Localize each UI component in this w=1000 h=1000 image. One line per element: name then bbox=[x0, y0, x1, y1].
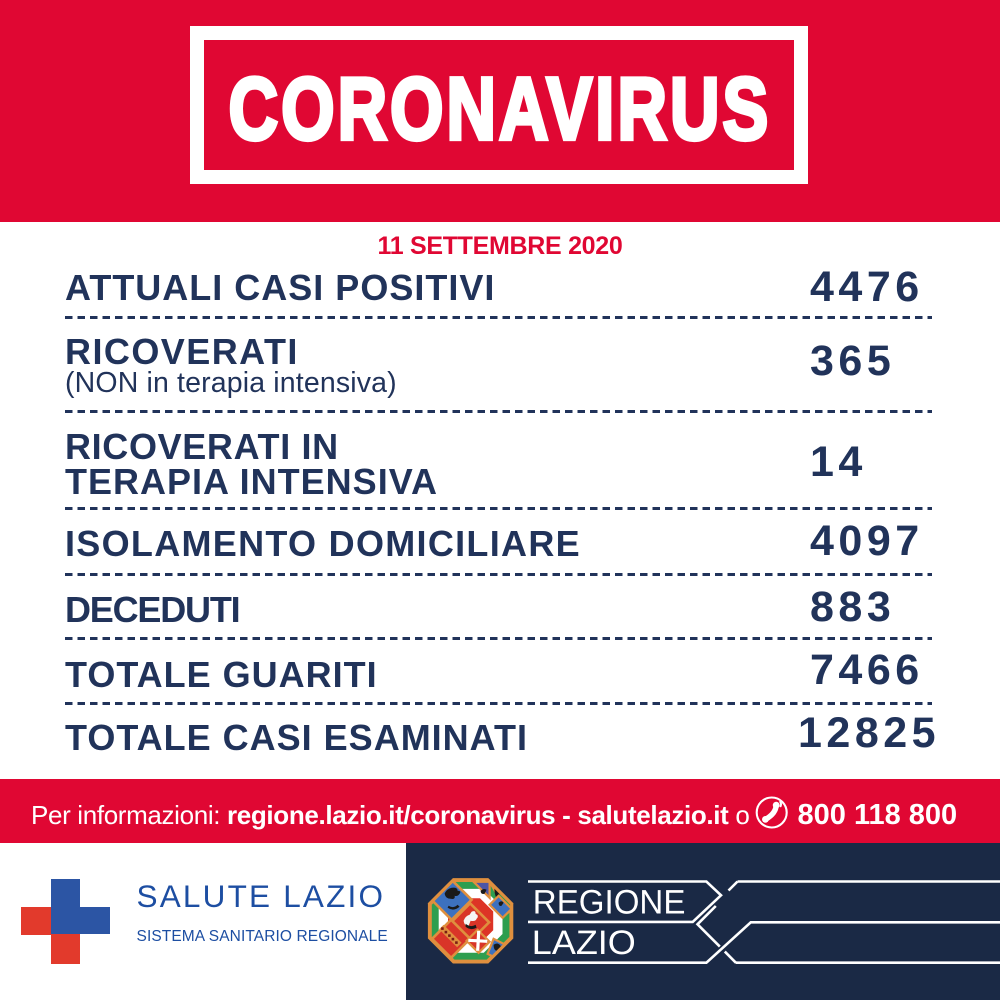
svg-text:LAZIO: LAZIO bbox=[532, 924, 636, 962]
svg-text:REGIONE: REGIONE bbox=[533, 883, 686, 921]
